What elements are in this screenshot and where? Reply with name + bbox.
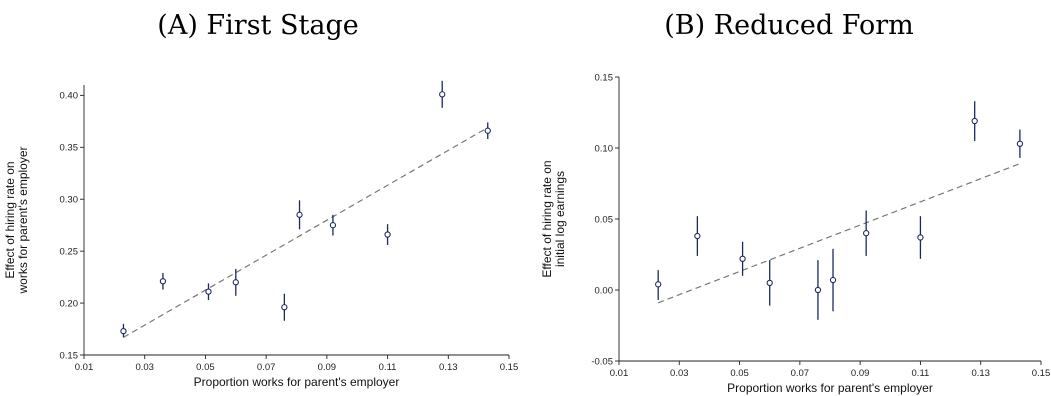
data-point xyxy=(120,327,127,335)
data-point xyxy=(296,211,303,218)
data-point xyxy=(863,230,870,237)
x-tick-label: 0.05 xyxy=(196,362,215,373)
x-tick-label: 0.05 xyxy=(730,368,749,379)
data-point xyxy=(439,91,446,98)
data-point xyxy=(971,117,978,125)
x-tick-label: 0.07 xyxy=(791,368,810,379)
y-tick-label: 0.15 xyxy=(595,72,614,83)
x-tick-label: 0.15 xyxy=(500,362,519,373)
chart-title: (B) Reduced Form xyxy=(664,10,913,41)
y-axis-label-line: initial log earnings xyxy=(553,171,567,267)
y-tick-label: 0.35 xyxy=(60,143,79,154)
x-tick-label: 0.01 xyxy=(610,368,629,379)
y-axis-label-line: works for parent's employer xyxy=(16,146,30,294)
data-point xyxy=(829,276,837,284)
y-tick-label: 0.25 xyxy=(60,246,79,257)
data-point xyxy=(484,127,491,134)
x-tick-label: 0.13 xyxy=(971,368,990,379)
y-axis-label-line: Effect of hiring rate on xyxy=(3,161,17,278)
y-tick-label: 0.10 xyxy=(595,143,614,154)
panel-first-stage: (A) First Stage 0.01 0.03 0.05 0.07 0.09 0.11… xyxy=(0,0,525,396)
y-tick-label: 0.00 xyxy=(595,285,614,296)
data-point xyxy=(329,222,337,229)
x-tick-label: 0.11 xyxy=(379,362,397,373)
x-tick-label: 0.09 xyxy=(318,362,337,373)
x-tick-label: 0.03 xyxy=(670,368,689,379)
x-axis-label: Proportion works for parent's employer xyxy=(194,375,400,389)
x-tick-label: 0.09 xyxy=(851,368,870,379)
data-point xyxy=(159,278,167,285)
x-tick-label: 0.01 xyxy=(75,362,94,373)
chart-title: (A) First Stage xyxy=(157,10,358,41)
y-tick-label: 0.20 xyxy=(60,298,79,309)
y-axis-label-line: Effect of hiring rate on xyxy=(540,160,554,277)
data-point xyxy=(205,288,212,295)
x-axis-label: Proportion works for parent's employer xyxy=(727,381,933,395)
fit-line xyxy=(123,127,489,338)
y-axis-label: Effect of hiring rate oninitial log earn… xyxy=(540,160,567,277)
x-tick-label: 0.07 xyxy=(257,362,276,373)
data-point xyxy=(281,304,288,311)
fit-line xyxy=(657,163,1021,304)
data-point xyxy=(655,281,662,288)
y-tick-label: 0.30 xyxy=(60,195,79,206)
y-tick-label: 0.05 xyxy=(595,214,614,225)
y-tick-label: 0.40 xyxy=(60,91,79,102)
data-point xyxy=(766,279,773,287)
x-tick-label: 0.13 xyxy=(439,362,458,373)
x-tick-label: 0.15 xyxy=(1032,368,1051,379)
data-point xyxy=(739,255,746,262)
data-point xyxy=(1016,140,1024,147)
data-point xyxy=(384,231,391,238)
data-point xyxy=(694,232,701,240)
data-point xyxy=(917,234,924,241)
x-tick-label: 0.11 xyxy=(912,368,930,379)
first-stage-chart: (A) First Stage 0.01 0.03 0.05 0.07 0.09 0.11… xyxy=(3,10,519,389)
panel-reduced-form: (B) Reduced Form 0.01 0.03 0.05 0.07 0.09 0.1… xyxy=(525,0,1050,396)
data-point xyxy=(814,286,822,294)
x-tick-label: 0.03 xyxy=(135,362,154,373)
y-tick-label: 0.15 xyxy=(60,350,79,361)
y-tick-label: -0.05 xyxy=(591,356,613,367)
reduced-form-chart: (B) Reduced Form 0.01 0.03 0.05 0.07 0.09 0.1… xyxy=(540,10,1051,395)
data-point xyxy=(232,279,239,286)
y-axis-label: Effect of hiring rate onworks for parent… xyxy=(3,146,30,294)
